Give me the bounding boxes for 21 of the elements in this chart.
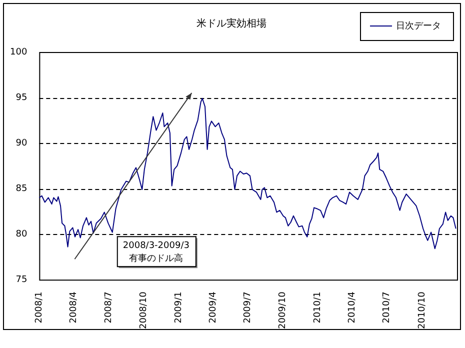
x-tick-label: 2009/10 (278, 291, 288, 329)
x-tick-label: 2009/7 (243, 292, 254, 324)
x-tick-label: 2008/4 (69, 291, 80, 324)
x-tick-label: 2009/1 (174, 292, 184, 324)
x-tick-label: 2009/4 (208, 291, 218, 324)
x-tick-label: 2010/4 (348, 291, 358, 324)
annotation: 2008/3-2009/3 有事のドル高 (122, 241, 190, 264)
x-tick-label: 2008/1 (34, 292, 45, 324)
legend-label: 日次データ (396, 20, 441, 32)
x-tick-label: 2010/1 (313, 292, 324, 324)
chart-title: 米ドル実効相場 (196, 18, 266, 30)
y-tick-label: 90 (16, 138, 28, 148)
x-tick-label: 2008/10 (138, 291, 149, 329)
y-tick-label: 95 (16, 92, 28, 103)
x-tick-label: 2010/10 (417, 291, 428, 329)
x-tick-label: 2010/7 (382, 292, 392, 324)
y-tick-label: 85 (16, 184, 28, 194)
y-tick-label: 100 (10, 47, 28, 58)
x-tick-label: 2008/7 (104, 292, 114, 324)
y-tick-label: 80 (16, 229, 28, 240)
y-tick-label: 75 (16, 274, 28, 285)
